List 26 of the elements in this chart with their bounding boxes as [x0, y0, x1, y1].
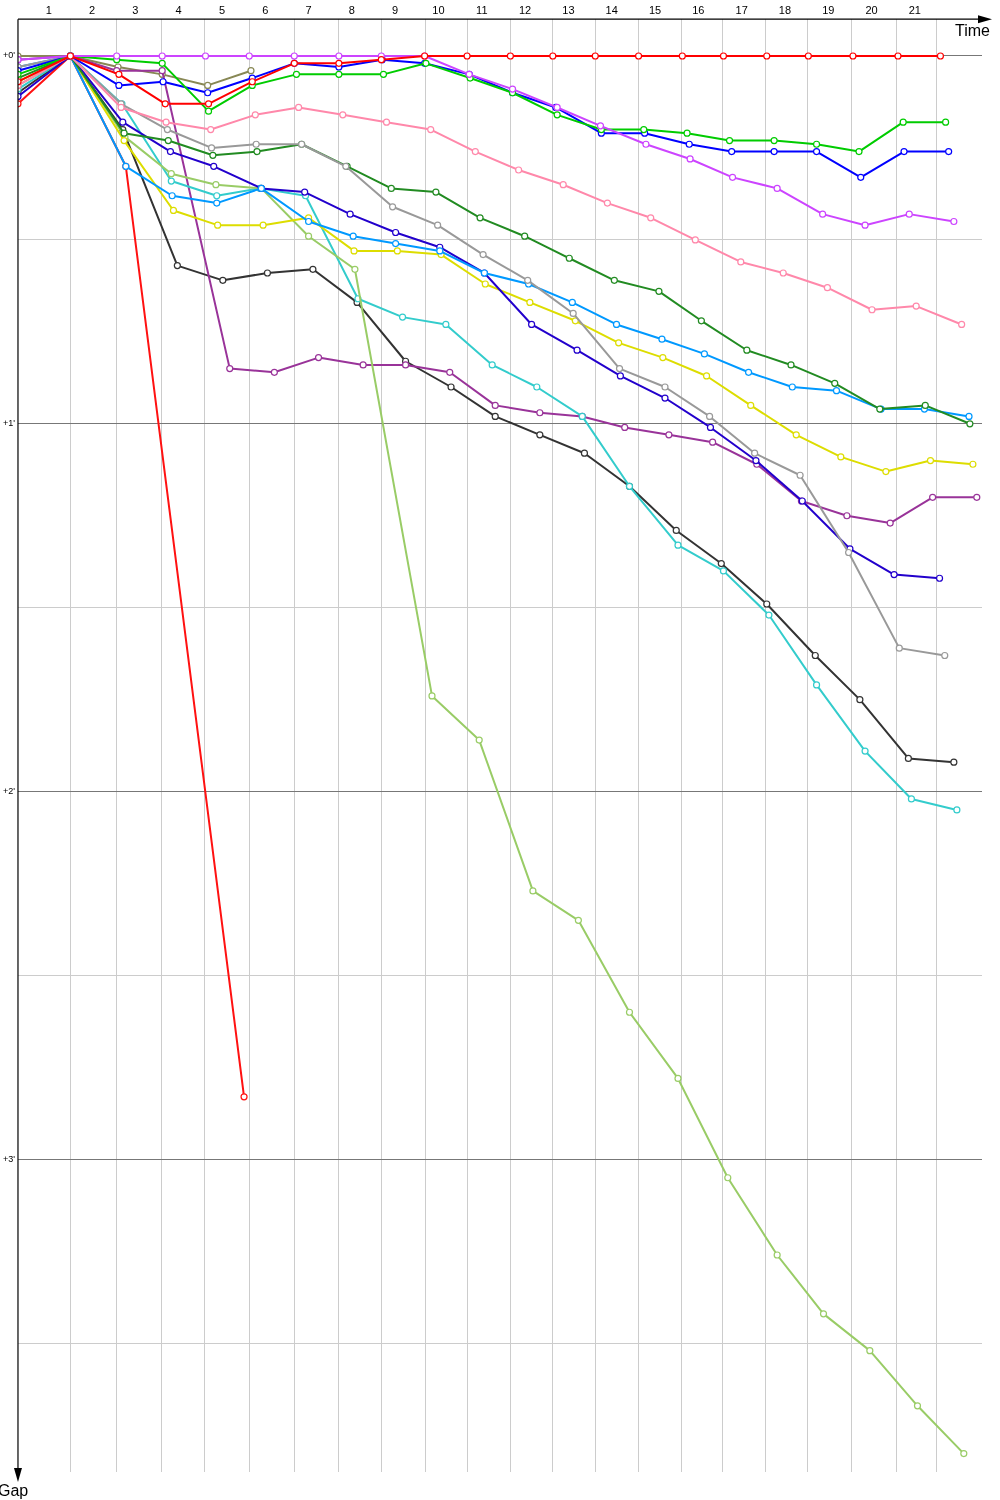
- x-axis-title: Time: [955, 21, 991, 39]
- x-tick-label: 3: [132, 3, 139, 16]
- x-tick-label: 13: [562, 3, 575, 16]
- x-tick-label: 19: [822, 3, 835, 16]
- x-tick-label: 12: [518, 3, 532, 16]
- y-tick-label: +0': [3, 50, 16, 61]
- x-tick-label: 1: [45, 3, 52, 16]
- x-tick-label: 20: [865, 3, 878, 16]
- x-tick-label: 5: [218, 3, 226, 16]
- x-tick-label: 16: [692, 3, 705, 16]
- x-tick-label: 10: [432, 3, 445, 16]
- x-tick-label: 11: [476, 3, 488, 16]
- x-tick-label: 21: [908, 3, 921, 16]
- x-tick-label: 7: [305, 3, 312, 16]
- y-tick-label: +3': [3, 1153, 16, 1164]
- x-tick-label: 14: [605, 3, 618, 16]
- x-tick-label: 4: [175, 3, 182, 16]
- x-tick-label: 17: [735, 3, 748, 16]
- y-tick-label: +2': [3, 786, 16, 797]
- x-tick-label: 6: [262, 3, 269, 16]
- y-tick-label: +1': [3, 418, 16, 429]
- x-tick-label: 8: [348, 3, 355, 16]
- x-tick-label: 9: [392, 3, 399, 16]
- x-tick-label: 18: [778, 3, 792, 16]
- x-tick-label: 2: [88, 3, 96, 16]
- x-tick-label: 15: [648, 3, 662, 16]
